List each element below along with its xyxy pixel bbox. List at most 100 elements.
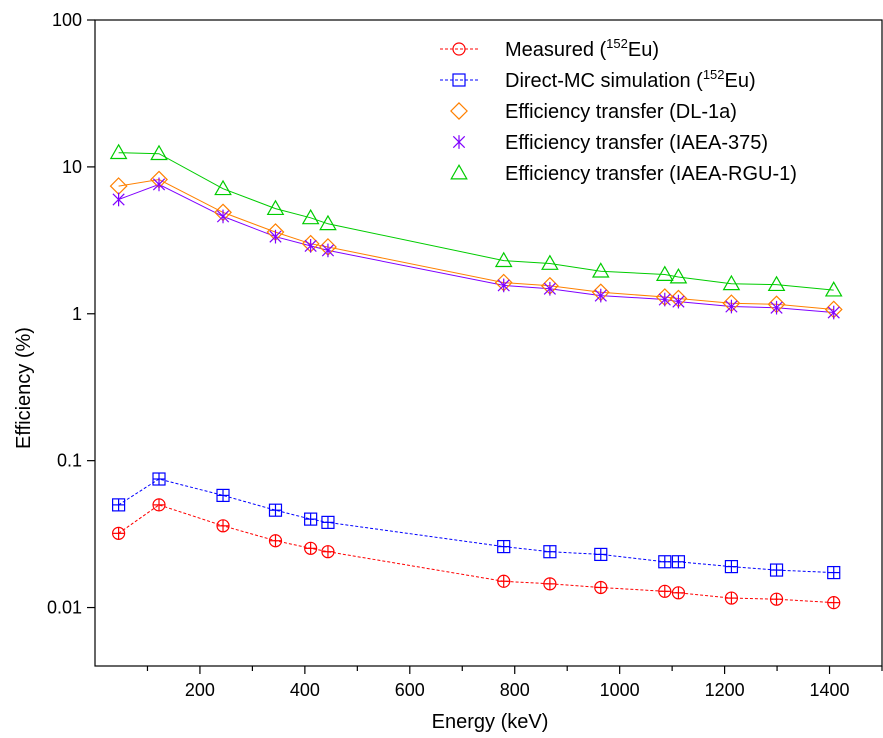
data-point-s3-9 <box>658 292 671 307</box>
data-point-s1-12 <box>769 563 784 577</box>
data-point-s3-13 <box>827 305 840 320</box>
legend-label: Efficiency transfer (IAEA-375) <box>505 132 768 154</box>
data-point-s1-13 <box>827 565 841 580</box>
legend-item-3: Efficiency transfer (IAEA-375) <box>452 132 768 154</box>
marker-triangle <box>824 281 843 297</box>
marker-triangle <box>301 208 320 225</box>
y-tick-label: 0.01 <box>47 598 82 618</box>
marker-triangle <box>319 214 337 231</box>
legend-item-2: Efficiency transfer (DL-1a) <box>450 101 737 123</box>
marker-triangle <box>541 254 559 270</box>
data-point-s0-10 <box>671 586 686 600</box>
data-point-s3-5 <box>321 243 335 258</box>
data-point-s0-1 <box>152 498 166 512</box>
marker-triangle <box>722 274 741 291</box>
data-point-s1-8 <box>594 547 608 562</box>
legend-marker <box>452 135 466 149</box>
legend-item-0: Measured (152Eu) <box>440 36 659 61</box>
data-point-s0-8 <box>594 580 608 595</box>
data-point-s1-3 <box>268 503 283 517</box>
x-tick-label: 600 <box>395 680 425 700</box>
legend-label: Efficiency transfer (IAEA-RGU-1) <box>505 163 797 185</box>
data-point-s3-7 <box>543 281 557 296</box>
data-point-s1-7 <box>543 545 557 559</box>
series-line-0 <box>118 504 834 604</box>
y-axis-label: Efficiency (%) <box>13 327 35 449</box>
x-tick-label: 1200 <box>705 680 745 700</box>
data-point-s4-8 <box>591 262 610 278</box>
data-point-s1-9 <box>658 555 672 569</box>
x-tick-label: 400 <box>290 680 320 700</box>
x-tick-label: 1400 <box>810 680 850 700</box>
data-point-s4-5 <box>319 214 337 231</box>
y-tick-label: 1 <box>72 304 82 324</box>
series-line-4 <box>118 152 834 291</box>
data-point-s4-6 <box>494 251 513 268</box>
data-point-s1-11 <box>724 560 739 574</box>
data-point-s0-6 <box>497 574 511 588</box>
data-point-s4-2 <box>214 179 232 196</box>
data-point-s4-11 <box>722 274 741 291</box>
data-point-s4-1 <box>150 144 168 161</box>
marker-triangle <box>494 251 513 268</box>
marker-triangle <box>109 143 128 160</box>
marker-diamond <box>450 102 468 120</box>
marker-triangle <box>214 179 232 196</box>
data-point-s3-11 <box>725 299 738 314</box>
marker-triangle <box>266 199 285 216</box>
legend-item-1: Direct-MC simulation (152Eu) <box>440 67 756 92</box>
series-line-2 <box>118 178 834 310</box>
data-point-s3-12 <box>770 300 783 315</box>
data-point-s4-12 <box>767 275 786 292</box>
legend-marker <box>450 163 468 180</box>
x-tick-label: 800 <box>500 680 530 700</box>
x-axis-label: Energy (keV) <box>432 711 549 733</box>
data-point-s0-11 <box>724 591 739 605</box>
data-point-s0-7 <box>543 577 557 591</box>
data-point-s0-13 <box>827 596 841 610</box>
data-point-s4-0 <box>109 143 128 160</box>
marker-triangle <box>591 262 610 278</box>
data-point-s1-6 <box>497 539 511 554</box>
data-point-s1-1 <box>152 472 166 486</box>
data-point-s0-9 <box>658 584 672 598</box>
marker-triangle <box>150 144 168 161</box>
data-point-s1-10 <box>671 555 686 569</box>
legend-label: Measured (152Eu) <box>505 36 659 61</box>
data-point-s1-5 <box>321 515 335 529</box>
series-line-3 <box>118 183 834 313</box>
data-point-s0-2 <box>216 519 230 533</box>
data-point-s3-10 <box>672 294 685 309</box>
data-point-s3-6 <box>497 278 510 293</box>
data-point-s1-2 <box>216 488 230 503</box>
data-point-s0-4 <box>304 541 318 555</box>
data-point-s3-2 <box>216 209 230 224</box>
data-point-s0-3 <box>268 534 283 548</box>
data-point-s4-7 <box>541 254 559 270</box>
x-tick-label: 200 <box>185 680 215 700</box>
plot-frame <box>94 19 883 667</box>
marker-circle <box>452 42 466 56</box>
marker-square <box>452 73 466 87</box>
data-point-s3-1 <box>152 177 166 192</box>
x-tick-label: 1000 <box>600 680 640 700</box>
legend-label: Efficiency transfer (DL-1a) <box>505 101 737 123</box>
data-point-s3-8 <box>594 288 607 303</box>
y-tick-label: 0.1 <box>57 451 82 471</box>
data-point-s1-0 <box>112 498 126 512</box>
data-point-s4-13 <box>824 281 843 297</box>
legend-marker <box>450 102 468 120</box>
legend-marker <box>452 42 466 56</box>
data-point-s3-4 <box>304 239 317 253</box>
marker-triangle <box>655 265 674 281</box>
data-point-s4-4 <box>301 208 320 225</box>
marker-triangle <box>669 267 688 284</box>
data-point-s0-0 <box>112 526 126 540</box>
legend-marker <box>452 73 466 87</box>
data-point-s0-5 <box>321 545 335 559</box>
data-point-s4-10 <box>669 267 688 284</box>
data-point-s4-3 <box>266 199 285 216</box>
data-point-s3-0 <box>112 192 125 207</box>
